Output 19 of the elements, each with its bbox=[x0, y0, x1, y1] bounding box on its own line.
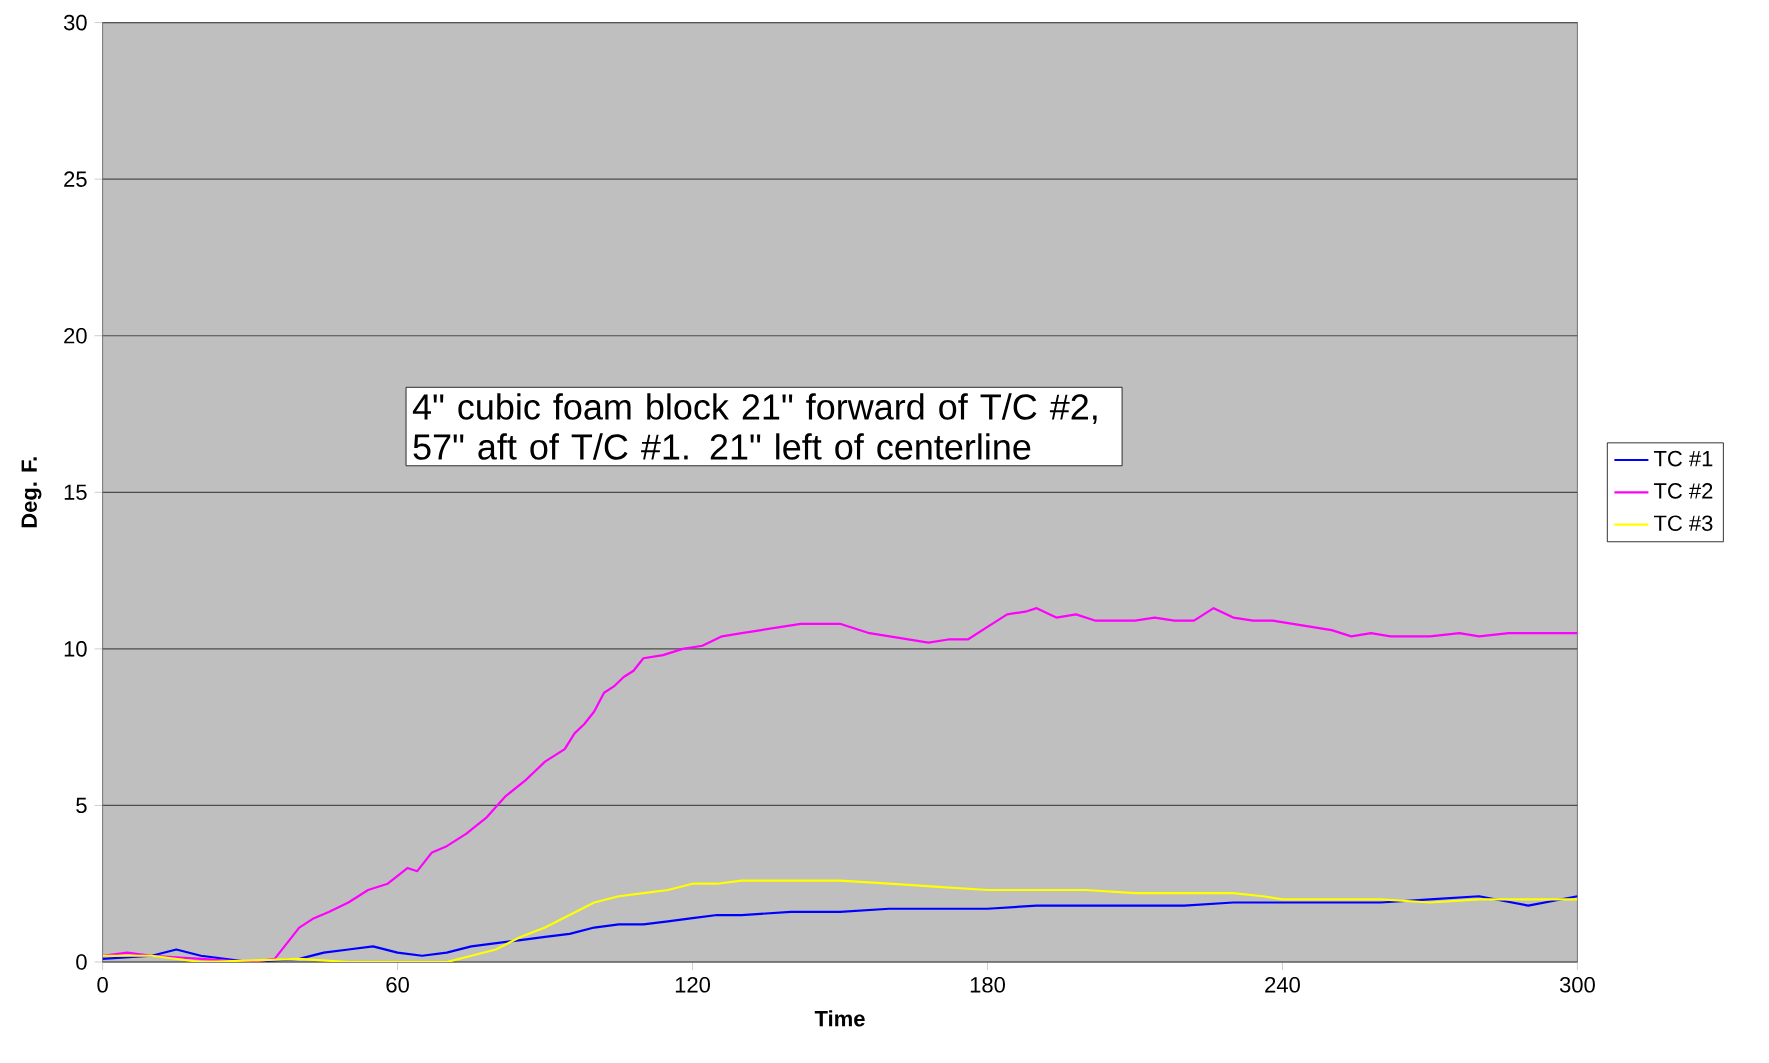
x-tick-label: 120 bbox=[675, 977, 711, 993]
x-axis-title: Time bbox=[814, 1010, 865, 1027]
legend-label: TC #2 bbox=[1653, 483, 1713, 499]
x-tick-label: 300 bbox=[1559, 977, 1595, 993]
legend-label: TC #1 bbox=[1653, 450, 1713, 467]
y-tick-label: 20 bbox=[64, 327, 87, 344]
y-tick-label: 30 bbox=[63, 14, 87, 31]
y-tick-label: 15 bbox=[64, 484, 87, 500]
x-tick-label: 240 bbox=[1265, 977, 1300, 993]
legend-label: TC #3 bbox=[1653, 515, 1713, 532]
x-tick-label: 180 bbox=[970, 977, 1005, 993]
x-tick-label: 0 bbox=[97, 977, 108, 993]
y-tick-label: 25 bbox=[64, 171, 87, 187]
y-tick-label: 5 bbox=[76, 797, 87, 814]
y-axis-title: Deg. F. bbox=[21, 457, 42, 528]
y-tick-label: 10 bbox=[64, 641, 87, 657]
x-tick-label: 60 bbox=[386, 977, 409, 993]
annotation: 4" cubic foam block 21" forward of T/C #2, 57" aft of T/C #1. 21" left of centerline bbox=[412, 393, 1097, 460]
y-tick-label: 0 bbox=[76, 954, 87, 970]
